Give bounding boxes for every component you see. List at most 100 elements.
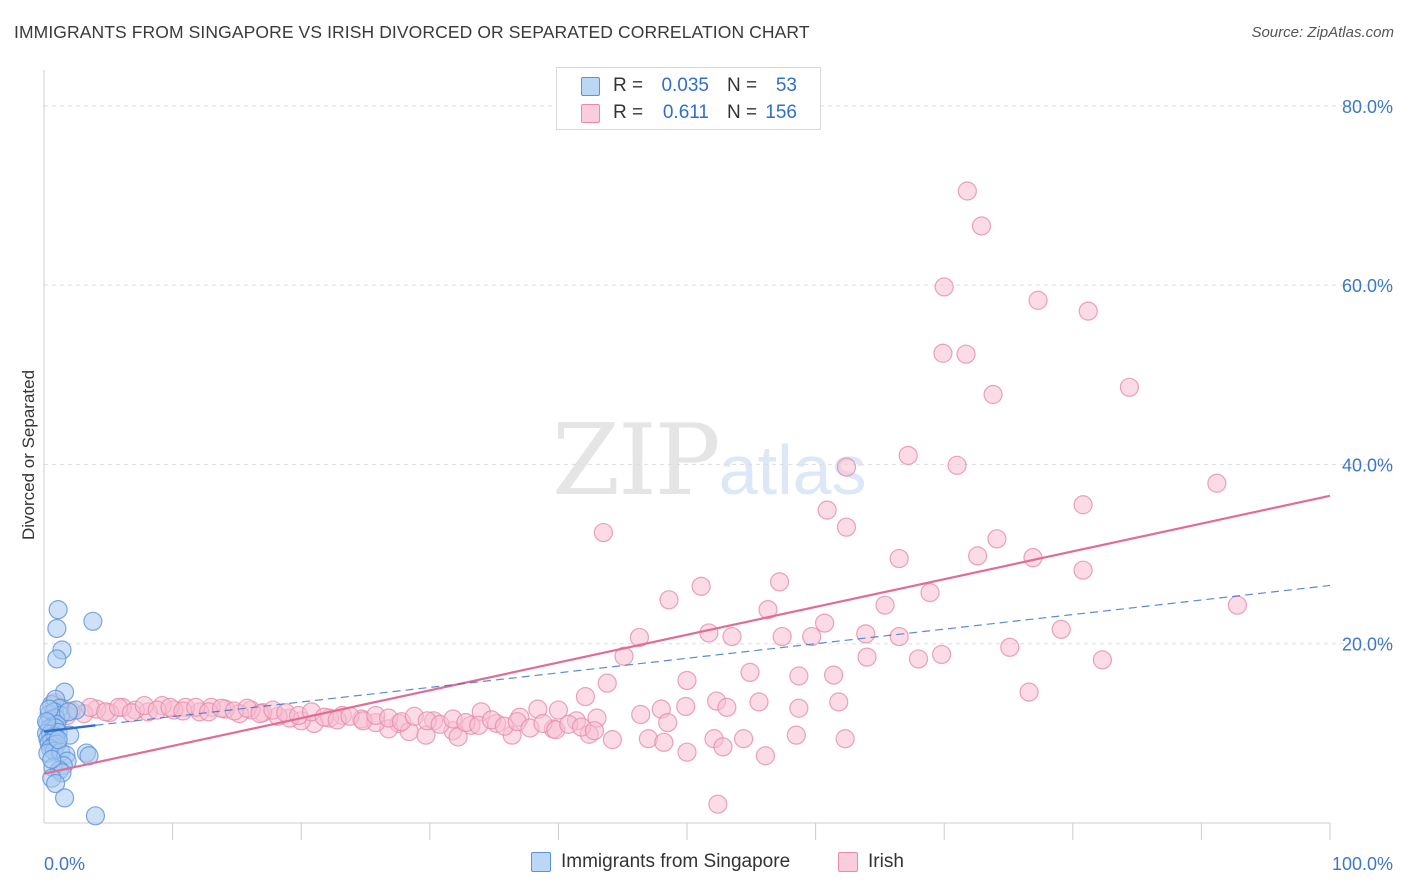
data-point-irish <box>836 457 857 477</box>
y-tick-label: 20.0% <box>1342 635 1393 655</box>
watermark-zip: ZIP <box>552 404 721 518</box>
data-point-irish <box>749 692 769 712</box>
data-point-irish <box>691 576 711 596</box>
data-point-irish <box>829 692 849 712</box>
data-point-irish <box>1207 473 1227 493</box>
y-axis-title: Divorced or Separated <box>19 370 38 540</box>
data-point-irish <box>817 500 837 520</box>
data-point-irish <box>835 729 855 749</box>
data-point-irish <box>755 746 776 766</box>
legend-n-label: N = <box>727 75 758 96</box>
data-point-irish <box>856 624 876 644</box>
data-point-irish <box>758 600 778 620</box>
data-point-singapore <box>48 730 68 750</box>
x-tick-label: 0.0% <box>44 854 85 874</box>
data-point-singapore <box>47 618 67 639</box>
data-point-irish <box>772 626 792 647</box>
data-point-irish <box>677 670 697 691</box>
data-point-singapore <box>45 773 66 794</box>
legend-label-irish: Irish <box>868 851 904 872</box>
data-point-irish <box>654 732 674 752</box>
data-point-singapore <box>42 749 62 769</box>
legend-item-irish[interactable]: Irish <box>838 851 904 873</box>
trendline-irish <box>43 494 1331 775</box>
data-point-singapore <box>85 806 106 826</box>
data-point-irish <box>658 712 678 733</box>
data-point-irish <box>593 522 614 543</box>
data-point-irish <box>713 737 733 757</box>
data-point-irish <box>824 665 844 685</box>
data-point-irish <box>740 662 760 683</box>
data-point-irish <box>920 583 940 603</box>
data-point-irish <box>1028 290 1048 310</box>
data-point-irish <box>932 644 952 665</box>
data-point-irish <box>548 700 569 720</box>
data-point-singapore <box>48 600 68 620</box>
data-point-irish <box>1073 495 1093 515</box>
data-point-irish <box>733 729 754 749</box>
data-point-singapore <box>36 712 57 732</box>
y-tick-label: 60.0% <box>1342 276 1393 296</box>
data-point-irish <box>934 277 954 297</box>
data-point-irish <box>789 698 809 718</box>
data-point-irish <box>786 725 806 745</box>
legend-swatch-irish <box>838 852 858 872</box>
data-point-irish <box>659 590 679 610</box>
data-point-singapore <box>47 649 67 669</box>
data-point-irish <box>708 794 728 814</box>
data-point-irish <box>898 445 918 466</box>
data-point-irish <box>1051 619 1071 639</box>
data-point-irish <box>1019 682 1039 702</box>
data-point-irish <box>575 687 596 707</box>
data-point-irish <box>875 595 895 615</box>
data-point-irish <box>1227 595 1248 615</box>
legend-swatch-singapore <box>531 852 551 872</box>
data-point-irish <box>1092 650 1112 670</box>
data-point-irish <box>983 384 1003 405</box>
data-point-irish <box>677 742 697 762</box>
legend-swatch-singapore <box>581 77 600 96</box>
data-point-irish <box>1000 637 1020 657</box>
legend-label-singapore: Immigrants from Singapore <box>561 851 791 872</box>
data-point-irish <box>857 647 877 667</box>
data-point-irish <box>699 623 719 643</box>
data-point-irish <box>1078 301 1098 321</box>
chart-title: IMMIGRANTS FROM SINGAPORE VS IRISH DIVOR… <box>14 22 810 42</box>
x-tick-label: 100.0% <box>1332 854 1393 874</box>
legend-r-value: 0.035 <box>661 75 709 96</box>
legend-n-value: 53 <box>775 75 797 96</box>
data-point-irish <box>968 546 988 566</box>
legend-r-value: 0.611 <box>662 102 709 123</box>
legend-n-label: N = <box>727 102 758 123</box>
data-point-irish <box>908 649 929 669</box>
data-point-singapore <box>83 611 103 631</box>
data-point-irish <box>597 673 617 693</box>
legend-row-singapore: R = 0.035 N = 53 <box>557 73 820 99</box>
source-label: Source: ZipAtlas.com <box>1251 24 1394 41</box>
legend-r-label: R = <box>613 102 644 123</box>
y-tick-label: 40.0% <box>1342 455 1393 475</box>
data-point-irish <box>947 455 967 475</box>
data-point-irish <box>584 721 605 741</box>
data-point-singapore <box>54 788 75 808</box>
y-tick-label: 80.0% <box>1342 97 1393 117</box>
legend-r-label: R = <box>613 75 644 96</box>
series-legend: Immigrants from Singapore Irish <box>0 851 1406 879</box>
legend-item-singapore[interactable]: Immigrants from Singapore <box>531 851 790 873</box>
data-point-irish <box>933 343 953 363</box>
data-point-irish <box>802 626 822 647</box>
data-point-irish <box>987 529 1007 549</box>
data-point-irish <box>769 572 790 592</box>
data-point-irish <box>957 181 977 201</box>
data-point-irish <box>631 704 651 725</box>
data-point-irish <box>676 696 696 717</box>
data-point-irish <box>889 548 909 569</box>
data-point-irish <box>1119 377 1139 397</box>
data-point-irish <box>629 627 650 648</box>
legend-swatch-irish <box>581 104 600 123</box>
data-point-irish <box>971 216 992 236</box>
correlation-legend: R = 0.035 N = 53 R = 0.611 N = 156 <box>556 67 821 130</box>
data-point-irish <box>789 666 809 686</box>
legend-row-irish: R = 0.611 N = 156 <box>557 100 820 126</box>
